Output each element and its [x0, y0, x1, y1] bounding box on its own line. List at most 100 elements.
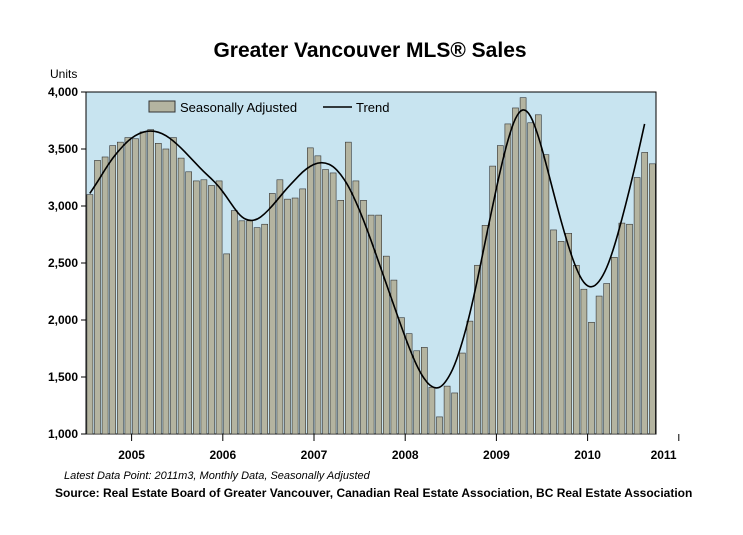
bar [360, 200, 367, 435]
y-tick-label: 2,500 [48, 256, 78, 270]
x-tick-label: 2008 [392, 448, 419, 462]
x-tick-label: 2007 [301, 448, 328, 462]
bar [177, 157, 185, 435]
bar [420, 347, 428, 435]
bar [550, 229, 557, 435]
y-tick-label: 1,000 [48, 427, 78, 441]
x-axis: 2005 2006 2007 2008 2009 2010 2011 [118, 434, 680, 462]
bar [481, 225, 489, 435]
bar [641, 152, 649, 435]
bar [557, 241, 565, 435]
bar [610, 256, 618, 435]
bar [329, 172, 337, 435]
bar [223, 253, 230, 435]
legend-seasonally-adjusted: Seasonally Adjusted [180, 100, 297, 115]
x-tick-label: 2011 [651, 448, 677, 462]
y-tick-label: 2,000 [48, 313, 78, 327]
bar [588, 321, 595, 435]
bar [512, 107, 519, 435]
bar [489, 165, 497, 435]
bar [405, 333, 413, 435]
bar [633, 177, 641, 435]
bar [291, 197, 299, 435]
bar [117, 141, 124, 435]
bar [534, 114, 542, 435]
bar [626, 223, 633, 435]
bar [572, 264, 580, 435]
y-axis-label: Units [50, 67, 77, 81]
bar [496, 145, 504, 435]
bar [86, 194, 94, 435]
bar [155, 143, 162, 435]
source-text: Source: Real Estate Board of Greater Van… [55, 486, 692, 500]
legend-bar-swatch [148, 100, 176, 113]
bar [352, 180, 360, 435]
bar [390, 279, 398, 435]
bar [504, 123, 512, 435]
bar-series [86, 97, 656, 435]
x-tick-label: 2009 [483, 448, 510, 462]
bar [170, 137, 177, 435]
bar [276, 179, 284, 435]
legend: Seasonally Adjusted Trend [148, 100, 389, 115]
bar [443, 385, 451, 435]
y-tick-label: 1,500 [48, 370, 78, 384]
chart-title: Greater Vancouver MLS® Sales [213, 39, 526, 62]
bar [101, 156, 109, 435]
bar [375, 214, 383, 435]
bar [109, 145, 116, 435]
y-tick-label: 4,000 [48, 85, 78, 99]
bar [413, 350, 421, 435]
bar [208, 185, 215, 435]
bar [519, 97, 527, 435]
x-tick-label: 2005 [118, 448, 145, 462]
data-note: Latest Data Point: 2011m3, Monthly Data,… [64, 470, 371, 482]
bar [162, 148, 170, 435]
y-axis: 1,000 1,500 2,000 2,500 3,000 3,500 4,000 [48, 85, 86, 441]
y-tick-label: 3,000 [48, 199, 78, 213]
bar [139, 131, 147, 435]
bar [246, 220, 253, 435]
bar [314, 155, 322, 435]
bar [565, 233, 573, 435]
bar [261, 223, 269, 435]
y-tick-label: 3,500 [48, 142, 78, 156]
bar [94, 160, 101, 435]
x-tick-label: 2006 [209, 448, 236, 462]
bar [200, 179, 208, 435]
bar [436, 416, 443, 435]
bar [580, 288, 588, 435]
bar [132, 138, 139, 435]
bar [618, 222, 626, 435]
bar [542, 154, 550, 435]
bar [398, 317, 405, 435]
bar [344, 141, 352, 435]
bar [595, 295, 603, 435]
legend-trend: Trend [356, 100, 389, 115]
bar [215, 180, 223, 435]
bar [648, 163, 656, 435]
bar [268, 193, 276, 435]
bar [238, 220, 246, 435]
bar [231, 210, 238, 435]
bar [299, 188, 307, 435]
bar [322, 169, 329, 435]
bar [382, 255, 390, 435]
bar [474, 264, 481, 435]
bar [253, 227, 261, 435]
bar [527, 122, 535, 435]
bar [466, 320, 474, 435]
bar [337, 200, 345, 435]
bar [451, 392, 459, 435]
bar [306, 147, 314, 435]
bar [603, 283, 611, 435]
bar [458, 352, 466, 435]
bar [367, 214, 375, 435]
bar [147, 129, 154, 435]
bar [428, 386, 436, 435]
trend-line [89, 109, 646, 389]
bar [193, 180, 200, 435]
x-tick-label: 2010 [574, 448, 601, 462]
bar [284, 198, 291, 435]
